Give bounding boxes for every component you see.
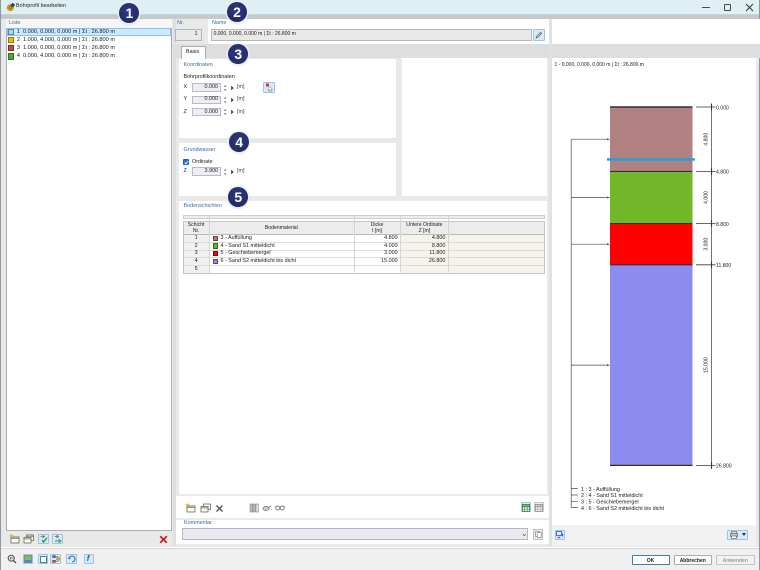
svg-text:8.800: 8.800 [716, 221, 729, 227]
svg-text:4.000: 4.000 [703, 190, 709, 203]
svg-text:4.800: 4.800 [703, 132, 709, 145]
svg-text:3.000: 3.000 [703, 237, 709, 250]
svg-text:2 : 4 - Sand S1 mitteldicht: 2 : 4 - Sand S1 mitteldicht [581, 493, 643, 499]
svg-text:4.800: 4.800 [716, 169, 729, 175]
svg-text:11.800: 11.800 [716, 263, 731, 269]
svg-text:0.000: 0.000 [716, 105, 729, 111]
svg-text:26.800: 26.800 [716, 463, 732, 469]
svg-text:1 : 3 - Auffüllung: 1 : 3 - Auffüllung [581, 486, 620, 492]
svg-text:P: P [10, 556, 13, 561]
svg-text:3 : 5 - Geschiebemergel: 3 : 5 - Geschiebemergel [581, 499, 639, 505]
svg-text:15.000: 15.000 [703, 357, 709, 373]
svg-text:4 : 6 - Sand S2 mitteldicht b: 4 : 6 - Sand S2 mitteldicht bis dicht [581, 505, 664, 511]
